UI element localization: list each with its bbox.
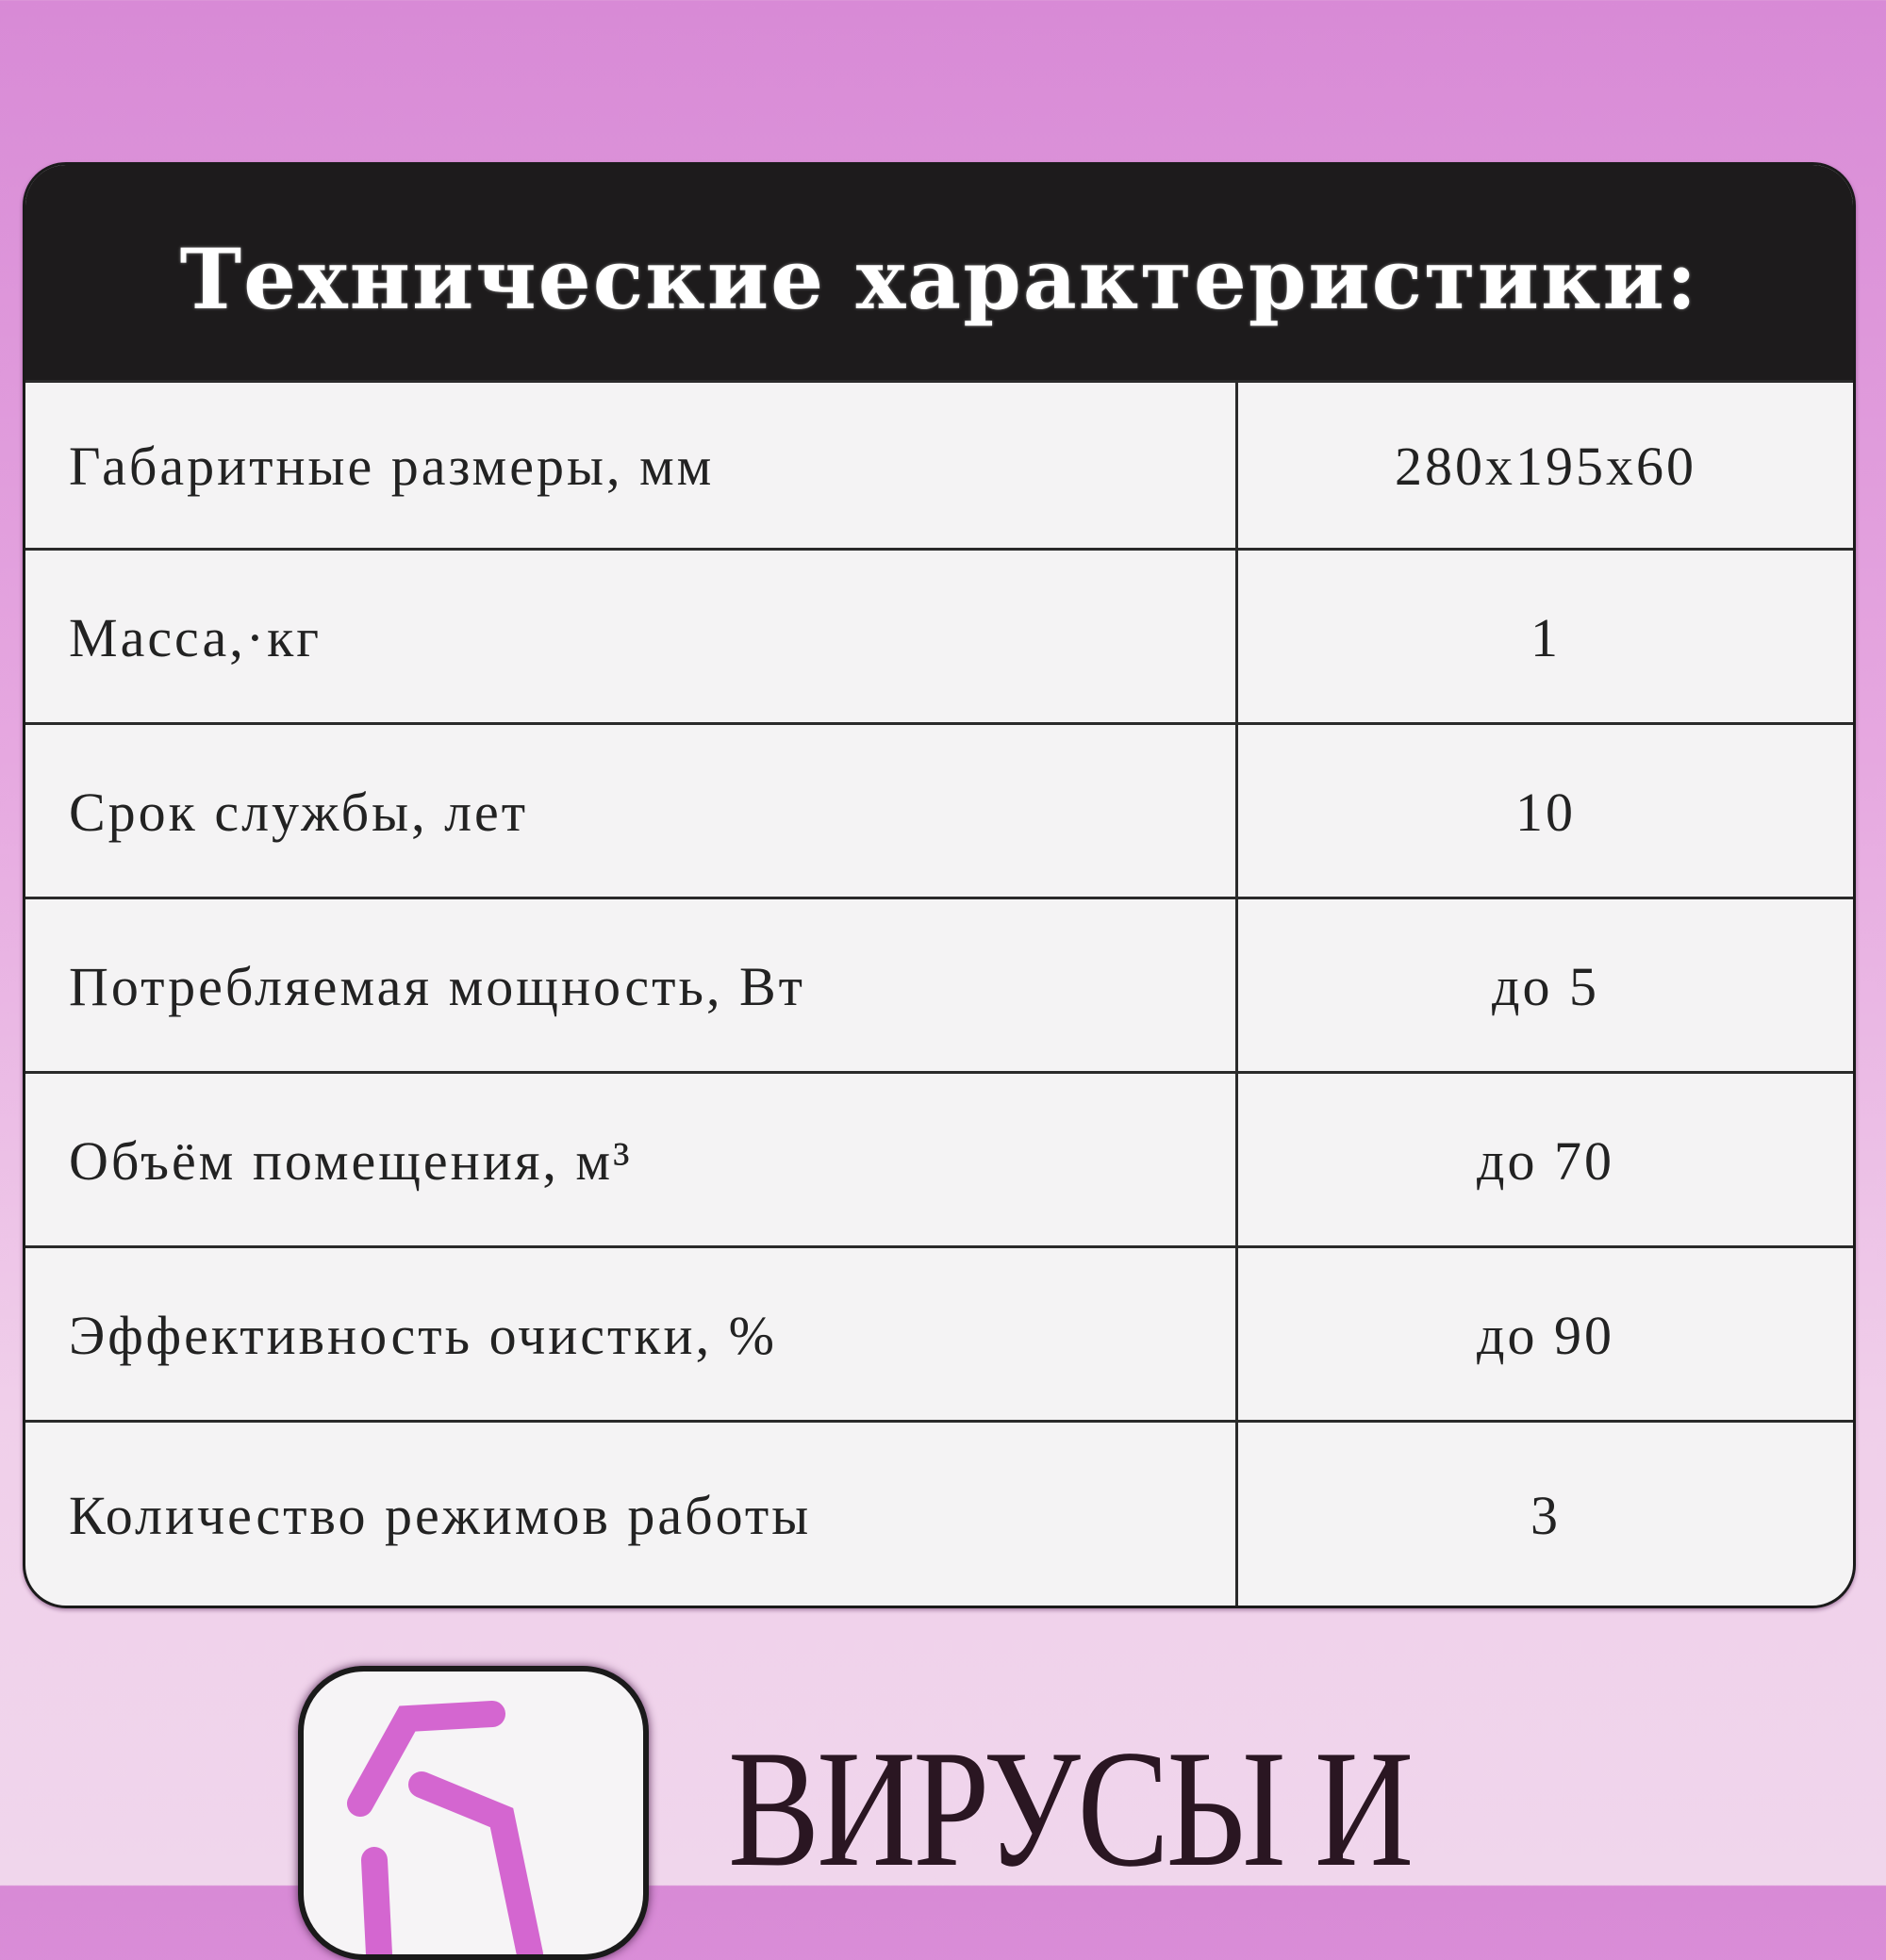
table-title: Технические характеристики: [25,165,1853,380]
row-label: Потребляемая мощность, Вт [25,899,1238,1073]
row-value: 280х195х60 [1395,436,1696,497]
table-row: Объём помещения, м³ до 70 [25,1071,1853,1247]
row-label: Срок службы, лет [25,725,1238,898]
row-value: до 90 [1476,1304,1614,1366]
feature-heading: ВИРУСЫ И [728,1715,1414,1902]
table-row: Эффективность очистки, % до 90 [25,1245,1853,1422]
table-row: Количество режимов работы 3 [25,1420,1853,1606]
table-row: Габаритные размеры, мм 280х195х60 [25,380,1853,550]
table-row: Срок службы, лет 10 [25,722,1853,898]
row-value: 3 [1530,1485,1561,1546]
row-label: Объём помещения, м³ [25,1074,1238,1247]
table-row: Масса,·кг 1 [25,548,1853,724]
row-value: 10 [1515,781,1576,843]
row-value: до 70 [1476,1129,1614,1192]
spec-table: Технические характеристики: Габаритные р… [23,162,1856,1608]
row-label: Габаритные размеры, мм [25,383,1238,550]
row-value: до 5 [1491,955,1599,1017]
table-row: Потребляемая мощность, Вт до 5 [25,897,1853,1073]
row-value: 1 [1530,606,1561,668]
row-label: Количество режимов работы [25,1423,1238,1606]
row-label: Эффективность очистки, % [25,1248,1238,1422]
virus-icon [298,1666,649,1960]
row-label: Масса,·кг [25,551,1238,724]
